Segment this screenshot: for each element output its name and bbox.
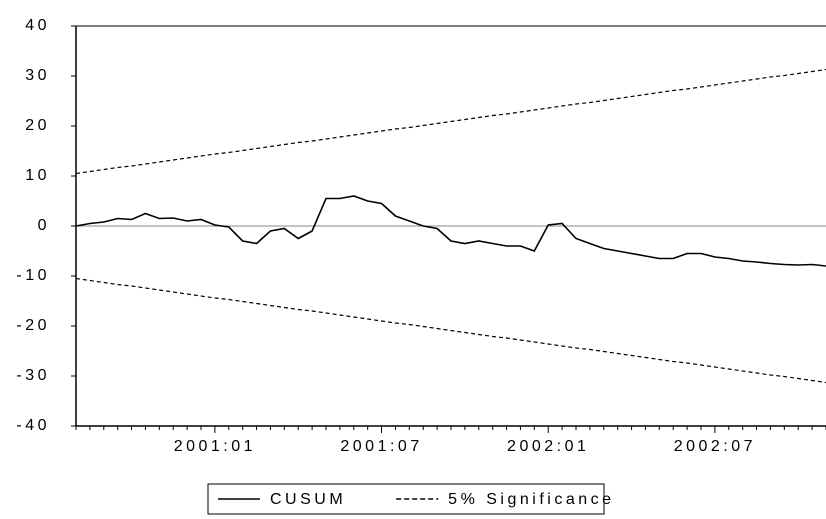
y-tick-label: 30 [25,67,50,84]
x-tick-label: 2002:01 [507,438,589,455]
legend: CUSUM 5% Significance [207,483,614,515]
y-tick-label: 20 [25,117,50,134]
y-tick-label: -10 [16,267,50,284]
legend-label: 5% Significance [448,491,614,508]
x-tick-label: 2002:07 [674,438,756,455]
y-tick-label: 10 [25,167,50,184]
y-tick-label: 0 [38,217,50,234]
series-line [75,195,826,267]
x-tick-label: 2001:07 [340,438,422,455]
series-line [75,68,826,175]
y-tick-label: 40 [25,17,50,34]
y-tick-label: -30 [16,367,50,384]
y-tick-label: -40 [16,417,50,434]
legend-label: CUSUM [270,491,346,508]
x-tick-label: 2001:01 [174,438,256,455]
series-line [75,277,826,384]
y-tick-label: -20 [16,317,50,334]
